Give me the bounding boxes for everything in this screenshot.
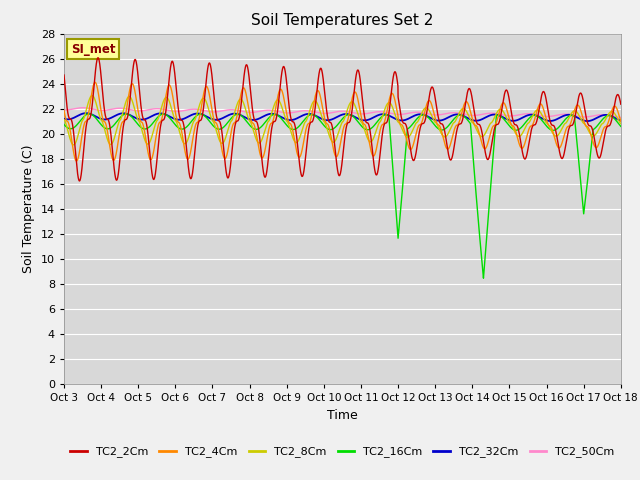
- TC2_4Cm: [234, 111, 241, 117]
- Line: TC2_2Cm: TC2_2Cm: [64, 58, 621, 181]
- Line: TC2_32Cm: TC2_32Cm: [64, 113, 621, 121]
- TC2_16Cm: [127, 113, 134, 119]
- TC2_2Cm: [234, 118, 241, 124]
- TC2_4Cm: [60, 108, 68, 113]
- TC2_16Cm: [127, 113, 135, 119]
- X-axis label: Time: Time: [327, 408, 358, 421]
- TC2_32Cm: [584, 118, 591, 124]
- TC2_8Cm: [127, 95, 134, 100]
- TC2_16Cm: [617, 123, 625, 129]
- TC2_4Cm: [127, 82, 135, 87]
- Line: TC2_50Cm: TC2_50Cm: [64, 108, 621, 118]
- TC2_16Cm: [60, 121, 68, 127]
- TC2_4Cm: [617, 119, 625, 124]
- TC2_2Cm: [60, 72, 68, 78]
- TC2_32Cm: [490, 112, 498, 118]
- Legend: TC2_2Cm, TC2_4Cm, TC2_8Cm, TC2_16Cm, TC2_32Cm, TC2_50Cm: TC2_2Cm, TC2_4Cm, TC2_8Cm, TC2_16Cm, TC2…: [66, 442, 619, 462]
- TC2_16Cm: [95, 120, 103, 125]
- TC2_16Cm: [490, 138, 498, 144]
- Line: TC2_8Cm: TC2_8Cm: [64, 96, 621, 145]
- TC2_50Cm: [127, 107, 135, 113]
- TC2_2Cm: [76, 178, 83, 184]
- TC2_8Cm: [60, 117, 68, 122]
- TC2_32Cm: [445, 114, 452, 120]
- TC2_8Cm: [70, 142, 77, 148]
- TC2_8Cm: [127, 96, 135, 101]
- TC2_16Cm: [234, 111, 241, 117]
- TC2_2Cm: [617, 101, 625, 107]
- TC2_8Cm: [617, 120, 625, 126]
- TC2_4Cm: [95, 97, 103, 103]
- TC2_4Cm: [445, 145, 453, 151]
- TC2_32Cm: [60, 116, 68, 121]
- TC2_50Cm: [127, 107, 134, 113]
- TC2_32Cm: [127, 113, 135, 119]
- TC2_50Cm: [60, 107, 68, 113]
- TC2_2Cm: [490, 126, 498, 132]
- TC2_32Cm: [83, 110, 90, 116]
- TC2_2Cm: [127, 83, 135, 89]
- TC2_8Cm: [490, 115, 498, 121]
- TC2_32Cm: [234, 111, 241, 117]
- TC2_2Cm: [127, 91, 134, 97]
- TC2_8Cm: [234, 101, 241, 107]
- TC2_32Cm: [127, 112, 134, 118]
- Line: TC2_16Cm: TC2_16Cm: [64, 114, 621, 278]
- TC2_50Cm: [234, 108, 241, 113]
- TC2_8Cm: [445, 129, 453, 135]
- TC2_16Cm: [445, 122, 452, 128]
- TC2_50Cm: [490, 110, 498, 116]
- TC2_4Cm: [73, 158, 81, 164]
- TC2_2Cm: [445, 154, 453, 159]
- TC2_2Cm: [95, 59, 103, 65]
- TC2_4Cm: [127, 84, 134, 90]
- TC2_4Cm: [490, 123, 498, 129]
- TC2_32Cm: [617, 118, 625, 123]
- TC2_16Cm: [479, 276, 487, 281]
- TC2_50Cm: [617, 115, 625, 120]
- Y-axis label: Soil Temperature (C): Soil Temperature (C): [22, 144, 35, 273]
- Text: SI_met: SI_met: [70, 43, 115, 56]
- TC2_8Cm: [88, 93, 96, 98]
- TC2_32Cm: [95, 115, 103, 121]
- TC2_4Cm: [92, 79, 99, 85]
- Title: Soil Temperatures Set 2: Soil Temperatures Set 2: [252, 13, 433, 28]
- TC2_50Cm: [95, 108, 103, 113]
- TC2_2Cm: [94, 55, 102, 60]
- Line: TC2_4Cm: TC2_4Cm: [64, 82, 621, 161]
- TC2_8Cm: [95, 113, 103, 119]
- TC2_50Cm: [79, 105, 86, 110]
- TC2_16Cm: [85, 111, 93, 117]
- TC2_50Cm: [445, 110, 452, 116]
